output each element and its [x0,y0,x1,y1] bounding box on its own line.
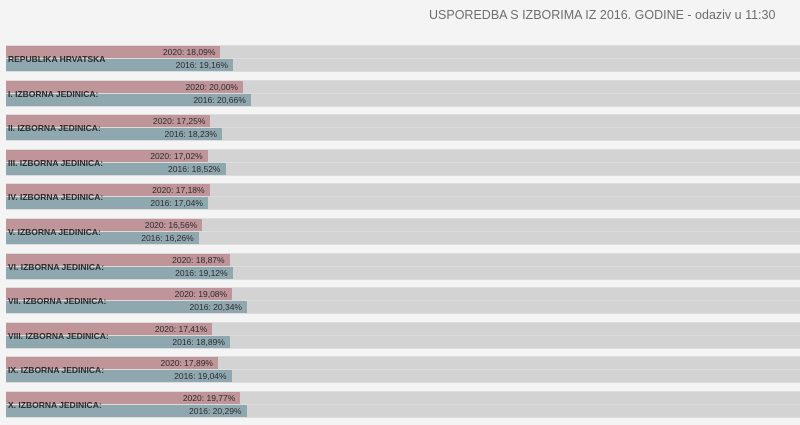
value-label-2020: 2020: 20,00% [185,82,238,92]
chart-row: II. IZBORNA JEDINICA: 2020: 17,25% 2016: 1… [6,114,800,141]
bar-2016 [6,128,222,140]
bar-2020 [6,184,210,196]
value-label-2016: 2016: 19,16% [175,60,229,70]
bar-2020 [6,392,241,404]
category-label: X. IZBORNA JEDINICA: [8,399,102,410]
bar-2020 [6,219,203,231]
value-label-2020: 2020: 19,77% [182,393,236,403]
category-label: III. IZBORNA JEDINICA: [8,157,104,168]
value-label-2020: 2020: 17,18% [152,185,205,195]
chart-row: REPUBLIKA HRVATSKA 2020: 18,09% 2016: 19,1… [6,45,800,72]
category-label: II. IZBORNA JEDINICA: [8,122,101,133]
bar-track-2020 [6,219,800,231]
value-label-2016: 2016: 16,26% [141,233,194,243]
bar-2016 [6,197,208,209]
chart-title: USPOREDBA S IZBORIMA IZ 2016. GODINE - o… [429,8,776,22]
bar-2016 [6,267,233,279]
bar-track-2016 [6,232,800,244]
bar-2020 [6,288,233,300]
value-label-2016: 2016: 19,12% [175,268,228,278]
bar-2016 [6,301,247,313]
chart-row: VII. IZBORNA JEDINICA: 2020: 19,08% 2016: … [6,287,800,314]
bar-2016 [6,370,232,382]
value-label-2020: 2020: 19,08% [174,289,228,299]
value-label-2016: 2016: 20,29% [189,406,242,416]
chart-row: VI. IZBORNA JEDINICA: 2020: 18,87% 2016: 1… [6,253,800,280]
value-label-2020: 2020: 17,02% [150,151,203,161]
value-label-2016: 2016: 18,52% [168,164,221,174]
chart-row: X. IZBORNA JEDINICA: 2020: 19,77% 2016: 20… [6,391,800,418]
bar-2020 [6,357,218,369]
bar-2016 [6,59,234,71]
bar-2020 [6,115,211,127]
bar-2020 [6,150,208,162]
value-label-2016: 2016: 20,66% [193,95,246,105]
value-label-2020: 2020: 16,56% [144,220,198,230]
value-label-2020: 2020: 18,09% [162,47,216,57]
value-label-2020: 2020: 18,87% [172,255,225,265]
category-label: I. IZBORNA JEDINICA: [8,88,99,99]
bar-2016 [6,94,251,106]
chart-row: V. IZBORNA JEDINICA: 2020: 16,56% 2016: 16… [6,218,800,245]
value-label-2016: 2016: 18,23% [164,129,217,139]
value-label-2016: 2016: 18,89% [172,337,225,347]
value-label-2016: 2016: 19,04% [174,371,227,381]
category-label: VII. IZBORNA JEDINICA: [8,295,107,306]
bar-2016 [6,336,230,348]
bar-2020 [6,254,230,266]
chart-row: IV. IZBORNA JEDINICA: 2020: 17,18% 2016: 1… [6,183,800,210]
bar-2016 [6,405,247,417]
value-label-2016: 2016: 20,34% [189,302,242,312]
bar-2016 [6,163,226,175]
category-label: REPUBLIKA HRVATSKA [8,53,106,64]
bar-2020 [6,46,221,58]
category-label: IX. IZBORNA JEDINICA: [8,364,105,375]
category-label: VI. IZBORNA JEDINICA: [8,261,105,272]
chart-row: III. IZBORNA JEDINICA: 2020: 17,02% 2016: … [6,149,800,176]
value-label-2020: 2020: 17,89% [160,358,213,368]
turnout-bar-chart: REPUBLIKA HRVATSKA 2020: 18,09% 2016: 19,1… [6,45,800,425]
chart-row: VIII. IZBORNA JEDINICA: 2020: 17,41% 2016:… [6,322,800,349]
category-label: V. IZBORNA JEDINICA: [8,226,101,237]
chart-row: IX. IZBORNA JEDINICA: 2020: 17,89% 2016: 1… [6,356,800,383]
category-label: VIII. IZBORNA JEDINICA: [8,330,109,341]
category-label: IV. IZBORNA JEDINICA: [8,191,104,202]
bar-2020 [6,81,243,93]
value-label-2016: 2016: 17,04% [150,198,203,208]
bar-2016 [6,232,199,244]
chart-row: I. IZBORNA JEDINICA: 2020: 20,00% 2016: 20… [6,80,800,107]
bar-2020 [6,323,213,335]
value-label-2020: 2020: 17,41% [154,324,208,334]
value-label-2020: 2020: 17,25% [152,116,206,126]
